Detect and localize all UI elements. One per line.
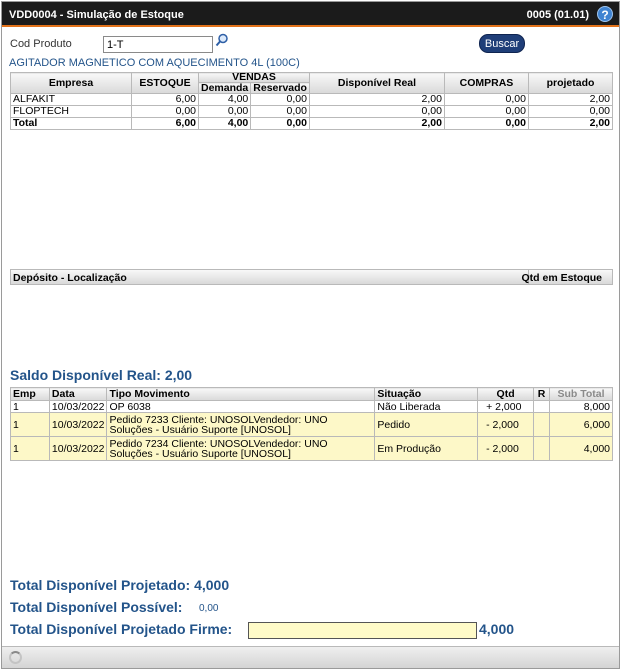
col-disponivel-real[interactable]: Disponível Real	[308, 72, 445, 94]
cell-reservado: 0,00	[250, 93, 310, 106]
col-tipo-movimento[interactable]: Tipo Movimento	[106, 387, 376, 401]
col-vendas: VENDAS	[198, 72, 310, 83]
cell-r	[533, 400, 551, 413]
cell-emp: 1	[10, 436, 50, 461]
cell-data: 10/03/2022	[48, 400, 108, 413]
version-label: 0005 (01.01)	[526, 9, 589, 21]
cell-tipo: Pedido 7233 Cliente: UNOSOLVendedor: UNO…	[106, 412, 376, 437]
cell-situacao: Pedido	[374, 412, 479, 437]
cell-empresa: Total	[10, 117, 132, 130]
col-demanda[interactable]: Demanda	[197, 82, 252, 94]
cell-compras: 0,00	[443, 117, 529, 130]
cell-compras: 0,00	[443, 105, 529, 118]
cell-demanda: 0,00	[197, 105, 252, 118]
cell-empresa: FLOPTECH	[10, 105, 132, 118]
title-bar: VDD0004 - Simulação de Estoque 0005 (01.…	[2, 2, 619, 27]
cell-qtd: - 2,000	[477, 412, 535, 437]
cell-disponivel: 0,00	[308, 105, 445, 118]
col-estoque[interactable]: ESTOQUE	[131, 72, 199, 94]
col-compras[interactable]: COMPRAS	[443, 72, 529, 94]
total-disponivel-projetado-firme-value: 4,000	[479, 621, 515, 637]
loading-spinner-icon	[9, 651, 22, 664]
product-name: AGITADOR MAGNETICO COM AQUECIMENTO 4L (1…	[9, 57, 300, 69]
cell-projetado: 2,00	[527, 117, 614, 130]
table-row[interactable]: FLOPTECH 0,00 0,00 0,00 0,00 0,00 0,00	[10, 105, 614, 118]
cell-disponivel: 2,00	[308, 93, 445, 106]
cell-qtd: - 2,000	[477, 436, 535, 461]
cell-estoque: 6,00	[131, 117, 199, 130]
cell-r	[533, 436, 551, 461]
cell-projetado: 2,00	[527, 93, 614, 106]
column-divider	[528, 270, 529, 284]
stock-table: Empresa ESTOQUE VENDAS Disponível Real C…	[10, 72, 614, 130]
cell-data: 10/03/2022	[48, 412, 108, 437]
total-disponivel-projetado-firme-label: Total Disponível Projetado Firme:	[10, 621, 233, 637]
cell-demanda: 4,00	[197, 117, 252, 130]
cell-emp: 1	[10, 400, 50, 413]
col-deposito-localizacao[interactable]: Depósito - Localização	[13, 272, 127, 284]
col-reservado[interactable]: Reservado	[250, 82, 310, 94]
col-qtd-em-estoque[interactable]: Qtd em Estoque	[521, 272, 602, 284]
deposit-table-header: Depósito - Localização Qtd em Estoque	[10, 269, 613, 285]
cell-emp: 1	[10, 412, 50, 437]
cell-estoque: 6,00	[131, 93, 199, 106]
buscar-button[interactable]: Buscar	[479, 34, 525, 53]
projetado-firme-field[interactable]	[248, 622, 477, 639]
cell-situacao: Não Liberada	[374, 400, 479, 413]
cell-reservado: 0,00	[250, 105, 310, 118]
saldo-disponivel-real: Saldo Disponível Real: 2,00	[10, 367, 193, 383]
cell-subtotal: 6,000	[549, 412, 613, 437]
cell-reservado: 0,00	[250, 117, 310, 130]
table-row[interactable]: ALFAKIT 6,00 4,00 0,00 2,00 0,00 2,00	[10, 93, 614, 106]
cell-demanda: 4,00	[197, 93, 252, 106]
cell-compras: 0,00	[443, 93, 529, 106]
cell-r	[533, 412, 551, 437]
cell-empresa: ALFAKIT	[10, 93, 132, 106]
cell-qtd: + 2,000	[477, 400, 535, 413]
cell-tipo: Pedido 7234 Cliente: UNOSOLVendedor: UNO…	[106, 436, 376, 461]
status-bar	[2, 646, 619, 668]
table-row[interactable]: 1 10/03/2022 OP 6038 Não Liberada + 2,00…	[10, 400, 613, 413]
table-row[interactable]: 1 10/03/2022 Pedido 7234 Cliente: UNOSOL…	[10, 436, 613, 461]
movements-table: Emp Data Tipo Movimento Situação Qtd R S…	[10, 387, 613, 461]
table-row[interactable]: 1 10/03/2022 Pedido 7233 Cliente: UNOSOL…	[10, 412, 613, 437]
cell-estoque: 0,00	[131, 105, 199, 118]
help-icon[interactable]: ?	[597, 6, 613, 22]
col-r[interactable]: R	[533, 387, 551, 401]
cod-produto-label: Cod Produto	[10, 38, 72, 50]
cell-subtotal: 8,000	[549, 400, 613, 413]
total-disponivel-possivel-value: 0,00	[199, 603, 219, 614]
cell-situacao: Em Produção	[374, 436, 479, 461]
col-data[interactable]: Data	[48, 387, 108, 401]
cell-disponivel: 2,00	[308, 117, 445, 130]
total-disponivel-projetado: Total Disponível Projetado: 4,000	[10, 577, 230, 593]
window-title: VDD0004 - Simulação de Estoque	[9, 9, 184, 21]
table-total-row: Total 6,00 4,00 0,00 2,00 0,00 2,00	[10, 117, 614, 130]
col-situacao[interactable]: Situação	[374, 387, 479, 401]
col-empresa[interactable]: Empresa	[10, 72, 132, 94]
col-sub-total[interactable]: Sub Total	[549, 387, 613, 401]
cell-tipo: OP 6038	[106, 400, 376, 413]
cell-projetado: 0,00	[527, 105, 614, 118]
search-icon[interactable]	[215, 33, 229, 47]
cell-subtotal: 4,000	[549, 436, 613, 461]
col-projetado[interactable]: projetado	[527, 72, 614, 94]
col-emp[interactable]: Emp	[10, 387, 50, 401]
col-qtd[interactable]: Qtd	[477, 387, 535, 401]
cod-produto-input[interactable]	[103, 36, 213, 53]
cell-data: 10/03/2022	[48, 436, 108, 461]
total-disponivel-possivel-label: Total Disponível Possível:	[10, 599, 183, 615]
